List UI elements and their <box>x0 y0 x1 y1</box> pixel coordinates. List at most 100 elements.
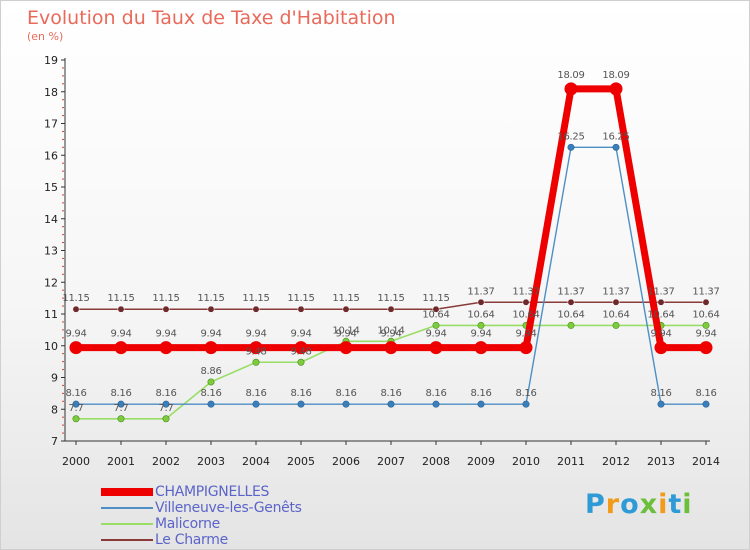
data-point <box>69 341 83 355</box>
legend-label: CHAMPIGNELLES <box>155 484 270 500</box>
data-label: 9.94 <box>650 329 671 340</box>
data-point <box>384 341 398 355</box>
data-label: 11.15 <box>197 293 224 304</box>
x-tick-label: 2001 <box>107 455 135 468</box>
x-tick-label: 2011 <box>557 455 585 468</box>
data-label: 9.94 <box>470 329 491 340</box>
data-label: 11.37 <box>467 286 494 297</box>
y-tick-label: 8 <box>51 403 58 416</box>
data-label: 10.64 <box>692 309 719 320</box>
data-label: 9.94 <box>515 329 536 340</box>
x-tick-label: 2005 <box>287 455 315 468</box>
y-tick-label: 9 <box>51 372 58 385</box>
data-label: 8.16 <box>695 388 716 399</box>
data-point <box>162 400 170 408</box>
data-label: 11.15 <box>152 293 179 304</box>
y-tick-label: 17 <box>44 118 58 131</box>
legend-label: Le Charme <box>155 532 228 548</box>
data-label: 8.16 <box>200 388 221 399</box>
data-point <box>72 400 80 408</box>
data-label: 11.37 <box>557 286 584 297</box>
data-label: 8.16 <box>470 388 491 399</box>
data-label: 11.15 <box>107 293 134 304</box>
data-point <box>162 415 170 423</box>
data-label: 11.37 <box>692 286 719 297</box>
data-point <box>612 143 620 151</box>
data-point <box>432 305 440 313</box>
data-point <box>432 400 440 408</box>
data-label: 8.16 <box>335 388 356 399</box>
data-point <box>657 400 665 408</box>
data-point <box>387 305 395 313</box>
data-label: 10.64 <box>512 309 539 320</box>
data-point <box>477 400 485 408</box>
logo-letter: o <box>620 489 640 520</box>
data-label: 9.94 <box>695 329 716 340</box>
data-point <box>522 298 530 306</box>
x-tick-label: 2002 <box>152 455 180 468</box>
y-tick-label: 16 <box>44 149 58 162</box>
logo-letter: t <box>668 489 683 520</box>
data-label: 7.7 <box>158 403 173 414</box>
x-tick-label: 2009 <box>467 455 495 468</box>
y-tick-label: 18 <box>44 86 58 99</box>
y-tick-label: 13 <box>44 245 58 258</box>
data-label: 10.64 <box>647 309 674 320</box>
data-point <box>339 341 353 355</box>
data-label: 16.25 <box>602 131 629 142</box>
data-point <box>612 321 620 329</box>
data-point <box>609 82 623 96</box>
data-point <box>297 400 305 408</box>
data-label: 8.16 <box>245 388 266 399</box>
data-point <box>159 341 173 355</box>
data-point <box>72 305 80 313</box>
y-tick-label: 12 <box>44 276 58 289</box>
data-label: 8.86 <box>200 366 221 377</box>
data-point <box>564 82 578 96</box>
data-label: 10.64 <box>602 309 629 320</box>
logo-letter: i <box>658 489 669 520</box>
data-point <box>207 400 215 408</box>
data-label: 9.94 <box>200 329 221 340</box>
data-point <box>702 400 710 408</box>
data-label: 9.94 <box>290 329 311 340</box>
data-point <box>699 341 713 355</box>
data-label: 10.64 <box>422 309 449 320</box>
data-point <box>477 298 485 306</box>
data-point <box>702 321 710 329</box>
data-label: 10.64 <box>557 309 584 320</box>
data-label: 11.15 <box>242 293 269 304</box>
x-tick-label: 2014 <box>692 455 720 468</box>
data-point <box>297 305 305 313</box>
data-label: 11.37 <box>512 286 539 297</box>
logo-letter: x <box>639 489 659 520</box>
data-point <box>117 305 125 313</box>
data-label: 11.15 <box>422 293 449 304</box>
data-label: 11.15 <box>332 293 359 304</box>
logo-letter: r <box>605 489 621 520</box>
data-label: 8.16 <box>425 388 446 399</box>
data-label: 9.94 <box>335 329 356 340</box>
x-tick-label: 2010 <box>512 455 540 468</box>
data-point <box>117 400 125 408</box>
data-label: 18.09 <box>602 70 629 81</box>
data-label: 11.37 <box>647 286 674 297</box>
data-point <box>294 341 308 355</box>
data-point <box>252 305 260 313</box>
data-label: 8.16 <box>515 388 536 399</box>
data-label: 11.15 <box>377 293 404 304</box>
x-tick-label: 2006 <box>332 455 360 468</box>
data-point <box>252 400 260 408</box>
y-tick-label: 14 <box>44 213 58 226</box>
x-tick-label: 2012 <box>602 455 630 468</box>
data-point <box>567 298 575 306</box>
data-point <box>654 341 668 355</box>
data-label: 8.16 <box>155 388 176 399</box>
data-point <box>432 321 440 329</box>
legend-label: Villeneuve-les-Genêts <box>155 500 302 516</box>
data-point <box>72 415 80 423</box>
legend-swatch <box>101 488 153 496</box>
series-line-villeneuve-les-gen-ts <box>76 146 706 405</box>
